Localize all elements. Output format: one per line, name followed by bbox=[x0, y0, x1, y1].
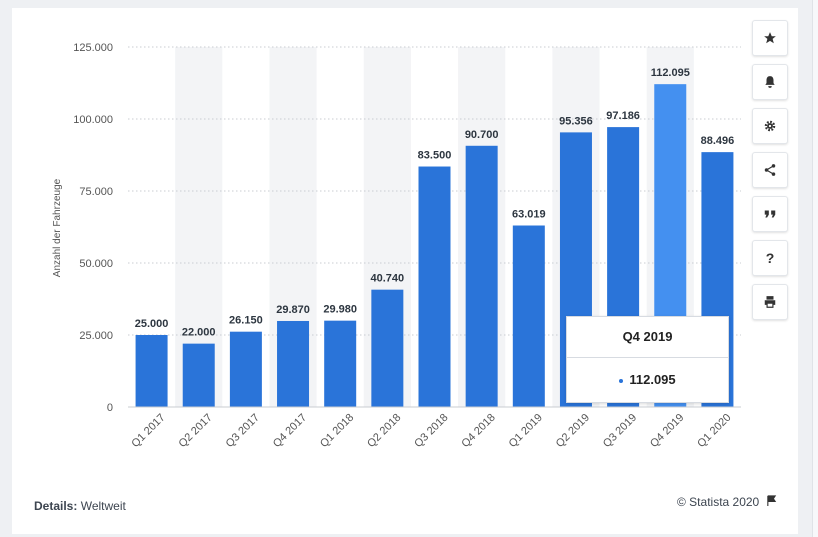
value-label: 25.000 bbox=[135, 318, 169, 330]
x-tick-label: Q2 2017 bbox=[177, 412, 215, 450]
x-tick-label: Q1 2018 bbox=[318, 412, 356, 450]
value-label: 83.500 bbox=[418, 150, 452, 162]
tooltip-value: 112.095 bbox=[629, 372, 676, 387]
print-button[interactable] bbox=[752, 284, 788, 320]
value-label: 90.700 bbox=[465, 129, 499, 141]
y-tick-label: 75.000 bbox=[79, 186, 113, 198]
share-button[interactable] bbox=[752, 152, 788, 188]
bar[interactable] bbox=[182, 343, 215, 407]
bell-icon bbox=[765, 76, 775, 88]
value-label: 95.356 bbox=[559, 115, 593, 127]
cite-button[interactable] bbox=[752, 196, 788, 232]
x-tick-label: Q4 2019 bbox=[648, 412, 686, 450]
x-tick-label: Q2 2019 bbox=[554, 412, 592, 450]
bar[interactable] bbox=[512, 225, 545, 407]
gear-icon bbox=[764, 120, 776, 132]
copyright-text: © Statista 2020 bbox=[677, 495, 760, 509]
value-label: 29.870 bbox=[276, 304, 310, 316]
value-label: 22.000 bbox=[182, 327, 216, 339]
value-label: 26.150 bbox=[229, 315, 263, 327]
favorite-button[interactable] bbox=[752, 20, 788, 56]
bar[interactable] bbox=[418, 166, 451, 407]
details-text: Details: Weltweit bbox=[34, 499, 126, 513]
bar[interactable] bbox=[277, 320, 310, 407]
y-axis-ticks: 0 25.000 50.000 75.000 100.000 125.000 bbox=[73, 42, 113, 414]
quote-icon bbox=[764, 210, 776, 218]
x-tick-label: Q3 2019 bbox=[601, 412, 639, 450]
value-label: 63.019 bbox=[512, 209, 546, 221]
print-icon bbox=[764, 296, 776, 308]
value-label: 97.186 bbox=[606, 110, 640, 122]
details-value: Weltweit bbox=[80, 499, 126, 513]
x-axis-ticks: Q1 2017 Q2 2017 Q3 2017 Q4 2017 Q1 2018 Q2 20… bbox=[129, 412, 733, 450]
value-labels: 25.000 22.000 26.150 29.870 29.980 40.740 83.5… bbox=[135, 67, 735, 338]
y-tick-label: 50.000 bbox=[79, 258, 113, 270]
page-edge bbox=[812, 0, 818, 537]
value-label: 88.496 bbox=[701, 135, 735, 147]
value-label: 112.095 bbox=[651, 67, 690, 79]
bar[interactable] bbox=[229, 331, 262, 407]
y-axis-label: Anzahl der Fahrzeuge bbox=[52, 178, 63, 277]
notification-button[interactable] bbox=[752, 64, 788, 100]
flag-icon bbox=[766, 495, 776, 506]
x-tick-label: Q1 2020 bbox=[695, 412, 733, 450]
bar[interactable] bbox=[324, 320, 357, 407]
value-label: 29.980 bbox=[323, 304, 357, 316]
y-tick-label: 100.000 bbox=[73, 114, 113, 126]
bar[interactable] bbox=[135, 335, 168, 407]
x-tick-label: Q1 2019 bbox=[507, 412, 545, 450]
x-tick-label: Q3 2017 bbox=[224, 412, 262, 450]
bar[interactable] bbox=[465, 145, 498, 407]
y-tick-label: 0 bbox=[107, 402, 113, 414]
tooltip-row: 112.095 bbox=[567, 358, 728, 402]
share-icon bbox=[764, 164, 776, 176]
x-tick-label: Q3 2018 bbox=[412, 412, 450, 450]
series-dot-icon bbox=[619, 378, 624, 383]
settings-button[interactable] bbox=[752, 108, 788, 144]
star-icon bbox=[764, 32, 776, 44]
y-tick-label: 25.000 bbox=[79, 330, 113, 342]
help-button[interactable]: ? bbox=[752, 240, 788, 276]
x-tick-label: Q4 2017 bbox=[271, 412, 309, 450]
bars bbox=[135, 84, 734, 408]
details-label: Details: bbox=[34, 499, 78, 513]
bar[interactable] bbox=[371, 289, 404, 407]
x-tick-label: Q2 2018 bbox=[365, 412, 403, 450]
help-icon: ? bbox=[765, 250, 775, 266]
y-tick-label: 125.000 bbox=[73, 42, 113, 54]
x-tick-label: Q4 2018 bbox=[459, 412, 497, 450]
tooltip-title: Q4 2019 bbox=[567, 317, 728, 358]
toolbar: ? bbox=[752, 20, 788, 328]
tooltip: Q4 2019 112.095 bbox=[566, 316, 729, 403]
copyright[interactable]: © Statista 2020 bbox=[677, 495, 777, 509]
x-tick-label: Q1 2017 bbox=[129, 412, 167, 450]
value-label: 40.740 bbox=[371, 273, 405, 285]
